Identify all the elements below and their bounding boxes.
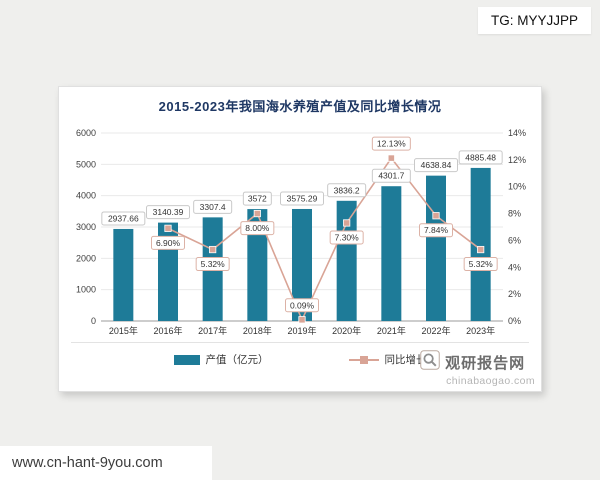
svg-text:0: 0	[91, 316, 96, 326]
svg-text:4885.48: 4885.48	[465, 152, 496, 162]
svg-text:2018年: 2018年	[243, 325, 272, 336]
watermark: 观研报告网 chinabaogao.com	[420, 350, 535, 387]
svg-text:4301.7: 4301.7	[378, 171, 404, 181]
svg-text:3140.39: 3140.39	[153, 207, 184, 217]
chart-legend: 产值（亿元） 同比增长	[71, 342, 529, 367]
svg-text:12.13%: 12.13%	[377, 139, 406, 149]
svg-text:2019年: 2019年	[287, 325, 316, 336]
svg-text:2023年: 2023年	[466, 325, 495, 336]
svg-text:3000: 3000	[76, 222, 96, 232]
svg-text:7.30%: 7.30%	[335, 232, 360, 242]
svg-text:6%: 6%	[508, 235, 521, 245]
legend-label-output-value: 产值（亿元）	[205, 354, 269, 366]
footer-url: www.cn-hant-9you.com	[12, 455, 163, 471]
line-marker-icon	[359, 355, 368, 364]
svg-text:6.90%: 6.90%	[156, 238, 181, 248]
magnifier-icon	[420, 350, 440, 375]
svg-text:2000: 2000	[76, 253, 96, 263]
svg-text:8%: 8%	[508, 209, 521, 219]
svg-text:14%: 14%	[508, 128, 526, 138]
svg-text:2937.66: 2937.66	[108, 213, 139, 223]
legend-label-growth: 同比增长	[384, 354, 427, 366]
svg-text:7.84%: 7.84%	[424, 225, 449, 235]
svg-text:2022年: 2022年	[421, 325, 450, 336]
line-swatch-icon	[348, 355, 379, 364]
svg-text:3575.29: 3575.29	[287, 193, 318, 203]
watermark-domain: chinabaogao.com	[446, 375, 535, 387]
watermark-name: 观研报告网	[445, 355, 526, 372]
svg-text:3307.4: 3307.4	[200, 202, 226, 212]
svg-text:3836.2: 3836.2	[334, 185, 360, 195]
svg-text:2020年: 2020年	[332, 325, 361, 336]
legend-item-output-value: 产值（亿元）	[173, 352, 269, 367]
svg-text:5.32%: 5.32%	[469, 259, 494, 269]
svg-text:2%: 2%	[508, 289, 521, 299]
svg-text:2017年: 2017年	[198, 325, 227, 336]
svg-text:4%: 4%	[508, 262, 521, 272]
svg-text:0.09%: 0.09%	[290, 300, 315, 310]
svg-text:1000: 1000	[76, 285, 96, 295]
svg-text:2016年: 2016年	[153, 325, 182, 336]
svg-text:4638.84: 4638.84	[421, 160, 452, 170]
svg-text:8.00%: 8.00%	[245, 223, 270, 233]
footer-bar: www.cn-hant-9you.com	[0, 446, 212, 480]
svg-text:4000: 4000	[76, 191, 96, 201]
chart-canvas: 0 1000 2000 3000 4000 5000 6000 0% 2% 4% 6% 8% 10% 12…	[76, 128, 526, 336]
telegram-badge: TG: MYYJJPP	[477, 7, 591, 34]
svg-text:12%: 12%	[508, 155, 526, 165]
chart-title: 2015-2023年我国海水养殖产值及同比增长情况	[158, 99, 442, 114]
svg-text:6000: 6000	[76, 128, 96, 138]
svg-text:0%: 0%	[508, 316, 521, 326]
legend-item-growth: 同比增长	[348, 352, 427, 367]
bar-swatch-icon	[173, 354, 200, 365]
svg-text:5.32%: 5.32%	[201, 259, 226, 269]
svg-text:10%: 10%	[508, 182, 526, 192]
svg-text:2021年: 2021年	[377, 325, 406, 336]
svg-text:5000: 5000	[76, 159, 96, 169]
svg-text:3572: 3572	[248, 194, 267, 204]
chart-panel: 2015-2023年我国海水养殖产值及同比增长情况 0 1000 2000 3000 4…	[58, 86, 542, 392]
svg-text:2015年: 2015年	[109, 325, 138, 336]
